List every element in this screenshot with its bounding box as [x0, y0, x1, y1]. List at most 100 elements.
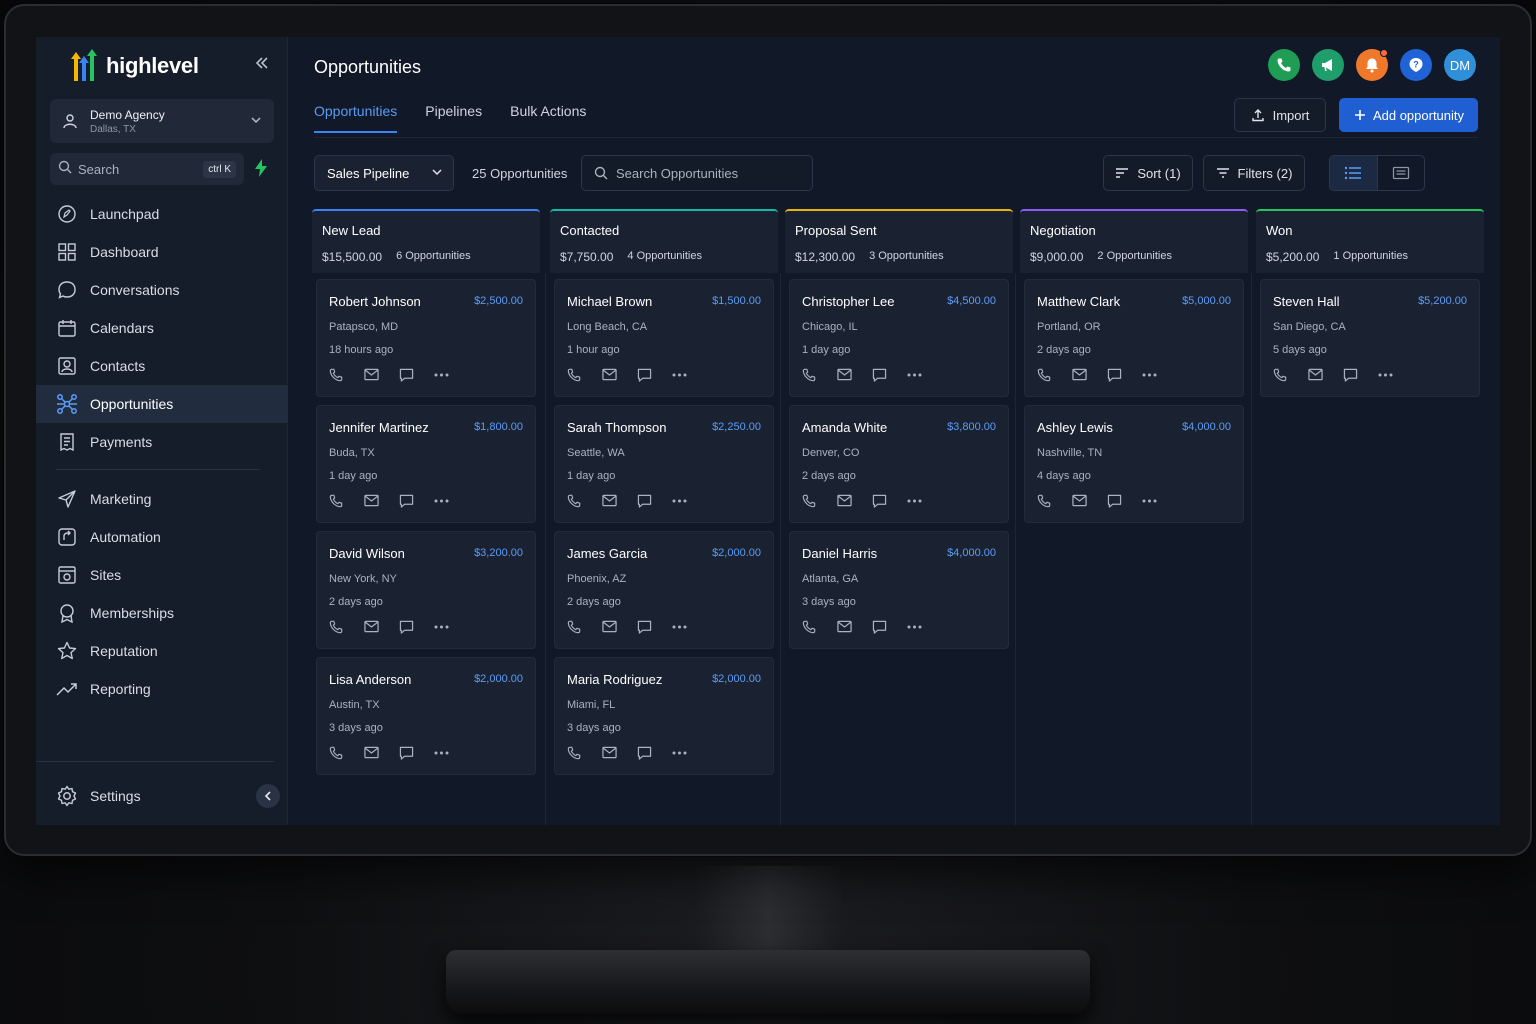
- mail-icon[interactable]: [364, 493, 379, 508]
- opportunity-card[interactable]: Amanda White $3,800.00 Denver, CO 2 days ag…: [789, 405, 1009, 523]
- message-icon[interactable]: [872, 493, 887, 508]
- sidebar-item-reporting[interactable]: Reporting: [36, 670, 288, 708]
- more-icon[interactable]: [1142, 367, 1157, 382]
- opportunity-card[interactable]: Sarah Thompson $2,250.00 Seattle, WA 1 day …: [554, 405, 774, 523]
- mail-icon[interactable]: [364, 367, 379, 382]
- mail-icon[interactable]: [1072, 493, 1087, 508]
- sidebar-item-conversations[interactable]: Conversations: [36, 271, 288, 309]
- more-icon[interactable]: [434, 619, 449, 634]
- message-icon[interactable]: [637, 367, 652, 382]
- message-icon[interactable]: [399, 367, 414, 382]
- notifications-button[interactable]: [1356, 49, 1388, 81]
- more-icon[interactable]: [672, 493, 687, 508]
- mail-icon[interactable]: [602, 745, 617, 760]
- more-icon[interactable]: [434, 493, 449, 508]
- opportunity-card[interactable]: Ashley Lewis $4,000.00 Nashville, TN 4 days…: [1024, 405, 1244, 523]
- message-icon[interactable]: [637, 745, 652, 760]
- phone-icon[interactable]: [802, 619, 817, 634]
- phone-icon[interactable]: [567, 745, 582, 760]
- message-icon[interactable]: [1343, 367, 1358, 382]
- opportunity-card[interactable]: Jennifer Martinez $1,800.00 Buda, TX 1 day …: [316, 405, 536, 523]
- mail-icon[interactable]: [837, 367, 852, 382]
- message-icon[interactable]: [872, 619, 887, 634]
- mail-icon[interactable]: [602, 493, 617, 508]
- agency-switcher[interactable]: Demo Agency Dallas, TX: [50, 99, 274, 143]
- chevron-left-icon[interactable]: [256, 784, 280, 808]
- mail-icon[interactable]: [1308, 367, 1323, 382]
- more-icon[interactable]: [907, 367, 922, 382]
- sidebar-search[interactable]: Search ctrl K: [50, 153, 244, 185]
- opportunity-card[interactable]: James Garcia $2,000.00 Phoenix, AZ 2 days a…: [554, 531, 774, 649]
- phone-icon[interactable]: [329, 619, 344, 634]
- sidebar-item-memberships[interactable]: Memberships: [36, 594, 288, 632]
- more-icon[interactable]: [672, 367, 687, 382]
- phone-icon[interactable]: [567, 619, 582, 634]
- message-icon[interactable]: [637, 493, 652, 508]
- message-icon[interactable]: [872, 367, 887, 382]
- tab-opportunities[interactable]: Opportunities: [314, 103, 398, 133]
- card-view-button[interactable]: [1378, 156, 1425, 190]
- sidebar-item-marketing[interactable]: Marketing: [36, 480, 288, 518]
- message-icon[interactable]: [399, 619, 414, 634]
- opportunity-card[interactable]: Michael Brown $1,500.00 Long Beach, CA 1 ho…: [554, 279, 774, 397]
- phone-icon[interactable]: [329, 745, 344, 760]
- tab-bulk-actions[interactable]: Bulk Actions: [510, 103, 587, 119]
- message-icon[interactable]: [399, 745, 414, 760]
- sort-button[interactable]: Sort (1): [1103, 155, 1193, 191]
- sidebar-item-calendars[interactable]: Calendars: [36, 309, 288, 347]
- more-icon[interactable]: [1378, 367, 1393, 382]
- mail-icon[interactable]: [1072, 367, 1087, 382]
- opportunity-card[interactable]: Christopher Lee $4,500.00 Chicago, IL 1 day…: [789, 279, 1009, 397]
- phone-icon[interactable]: [802, 493, 817, 508]
- opportunity-card[interactable]: David Wilson $3,200.00 New York, NY 2 days …: [316, 531, 536, 649]
- mail-icon[interactable]: [602, 367, 617, 382]
- opportunity-card[interactable]: Robert Johnson $2,500.00 Patapsco, MD 18 ho…: [316, 279, 536, 397]
- filters-button[interactable]: Filters (2): [1203, 155, 1305, 191]
- more-icon[interactable]: [434, 745, 449, 760]
- mail-icon[interactable]: [364, 619, 379, 634]
- sidebar-item-contacts[interactable]: Contacts: [36, 347, 288, 385]
- collapse-sidebar-icon[interactable]: [254, 55, 270, 76]
- announcements-button[interactable]: [1312, 49, 1344, 81]
- avatar[interactable]: DM: [1444, 49, 1476, 81]
- message-icon[interactable]: [637, 619, 652, 634]
- more-icon[interactable]: [672, 745, 687, 760]
- more-icon[interactable]: [672, 619, 687, 634]
- message-icon[interactable]: [1107, 493, 1122, 508]
- opportunity-card[interactable]: Lisa Anderson $2,000.00 Austin, TX 3 days a…: [316, 657, 536, 775]
- sidebar-item-reputation[interactable]: Reputation: [36, 632, 288, 670]
- more-icon[interactable]: [907, 493, 922, 508]
- message-icon[interactable]: [1107, 367, 1122, 382]
- more-icon[interactable]: [907, 619, 922, 634]
- import-button[interactable]: Import: [1234, 98, 1326, 132]
- phone-icon[interactable]: [802, 367, 817, 382]
- sidebar-item-launchpad[interactable]: Launchpad: [36, 195, 288, 233]
- sidebar-item-opportunities[interactable]: Opportunities: [36, 385, 288, 423]
- pipeline-select[interactable]: Sales Pipeline: [314, 155, 454, 191]
- message-icon[interactable]: [399, 493, 414, 508]
- mail-icon[interactable]: [364, 745, 379, 760]
- more-icon[interactable]: [434, 367, 449, 382]
- add-opportunity-button[interactable]: Add opportunity: [1339, 98, 1478, 132]
- phone-icon[interactable]: [1037, 367, 1052, 382]
- phone-icon[interactable]: [567, 493, 582, 508]
- phone-icon[interactable]: [329, 367, 344, 382]
- sidebar-item-settings[interactable]: Settings: [36, 777, 288, 815]
- sidebar-item-automation[interactable]: Automation: [36, 518, 288, 556]
- sidebar-item-sites[interactable]: Sites: [36, 556, 288, 594]
- tab-pipelines[interactable]: Pipelines: [425, 103, 483, 119]
- lightning-icon[interactable]: [254, 159, 268, 182]
- opportunity-card[interactable]: Daniel Harris $4,000.00 Atlanta, GA 3 days …: [789, 531, 1009, 649]
- opportunity-card[interactable]: Maria Rodriguez $2,000.00 Miami, FL 3 days …: [554, 657, 774, 775]
- list-view-button[interactable]: [1330, 156, 1378, 190]
- phone-icon[interactable]: [1037, 493, 1052, 508]
- opportunity-card[interactable]: Steven Hall $5,200.00 San Diego, CA 5 days …: [1260, 279, 1480, 397]
- opportunity-card[interactable]: Matthew Clark $5,000.00 Portland, OR 2 days…: [1024, 279, 1244, 397]
- mail-icon[interactable]: [602, 619, 617, 634]
- search-opportunities-input[interactable]: Search Opportunities: [581, 155, 813, 191]
- mail-icon[interactable]: [837, 619, 852, 634]
- phone-icon[interactable]: [1273, 367, 1288, 382]
- help-button[interactable]: ?: [1400, 49, 1432, 81]
- phone-button[interactable]: [1268, 49, 1300, 81]
- sidebar-item-dashboard[interactable]: Dashboard: [36, 233, 288, 271]
